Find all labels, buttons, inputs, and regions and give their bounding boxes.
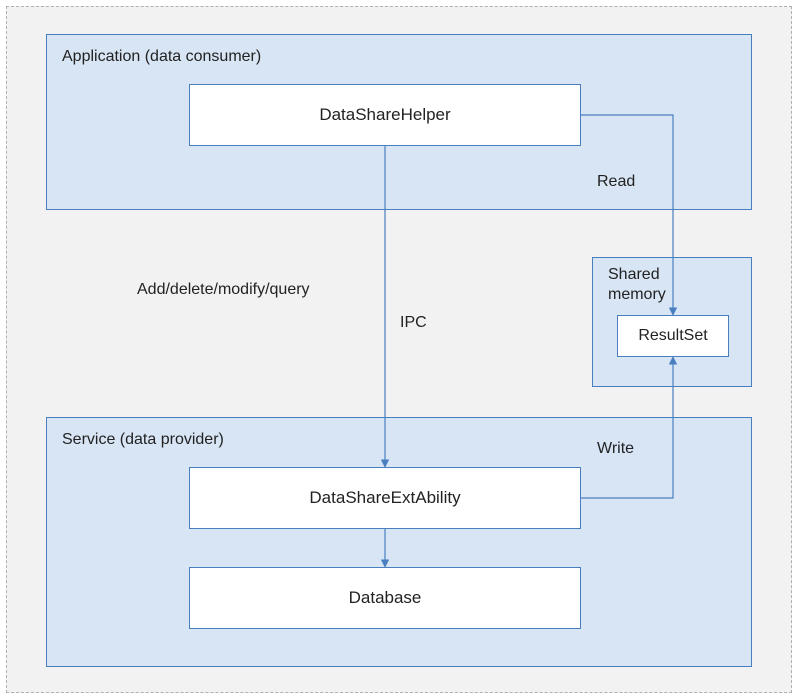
edge-label-write: Write: [597, 440, 634, 458]
edge-label-ipc: IPC: [400, 314, 427, 332]
diagram-canvas: Application (data consumer) Shared memor…: [0, 0, 798, 699]
node-database-label: Database: [349, 588, 422, 608]
container-shared-memory-label-line2: memory: [608, 286, 666, 304]
container-service: [46, 417, 752, 667]
node-resultset: ResultSet: [617, 315, 729, 357]
node-datashareextability-label: DataShareExtAbility: [309, 488, 460, 508]
node-datasharehelper: DataShareHelper: [189, 84, 581, 146]
container-shared-memory-label-line1: Shared: [608, 266, 660, 284]
container-application-label: Application (data consumer): [62, 48, 261, 66]
container-service-label: Service (data provider): [62, 431, 224, 449]
edge-label-read: Read: [597, 173, 635, 191]
edge-label-crud: Add/delete/modify/query: [137, 281, 310, 299]
node-database: Database: [189, 567, 581, 629]
node-datasharehelper-label: DataShareHelper: [319, 105, 450, 125]
node-datashareextability: DataShareExtAbility: [189, 467, 581, 529]
node-resultset-label: ResultSet: [638, 327, 707, 345]
